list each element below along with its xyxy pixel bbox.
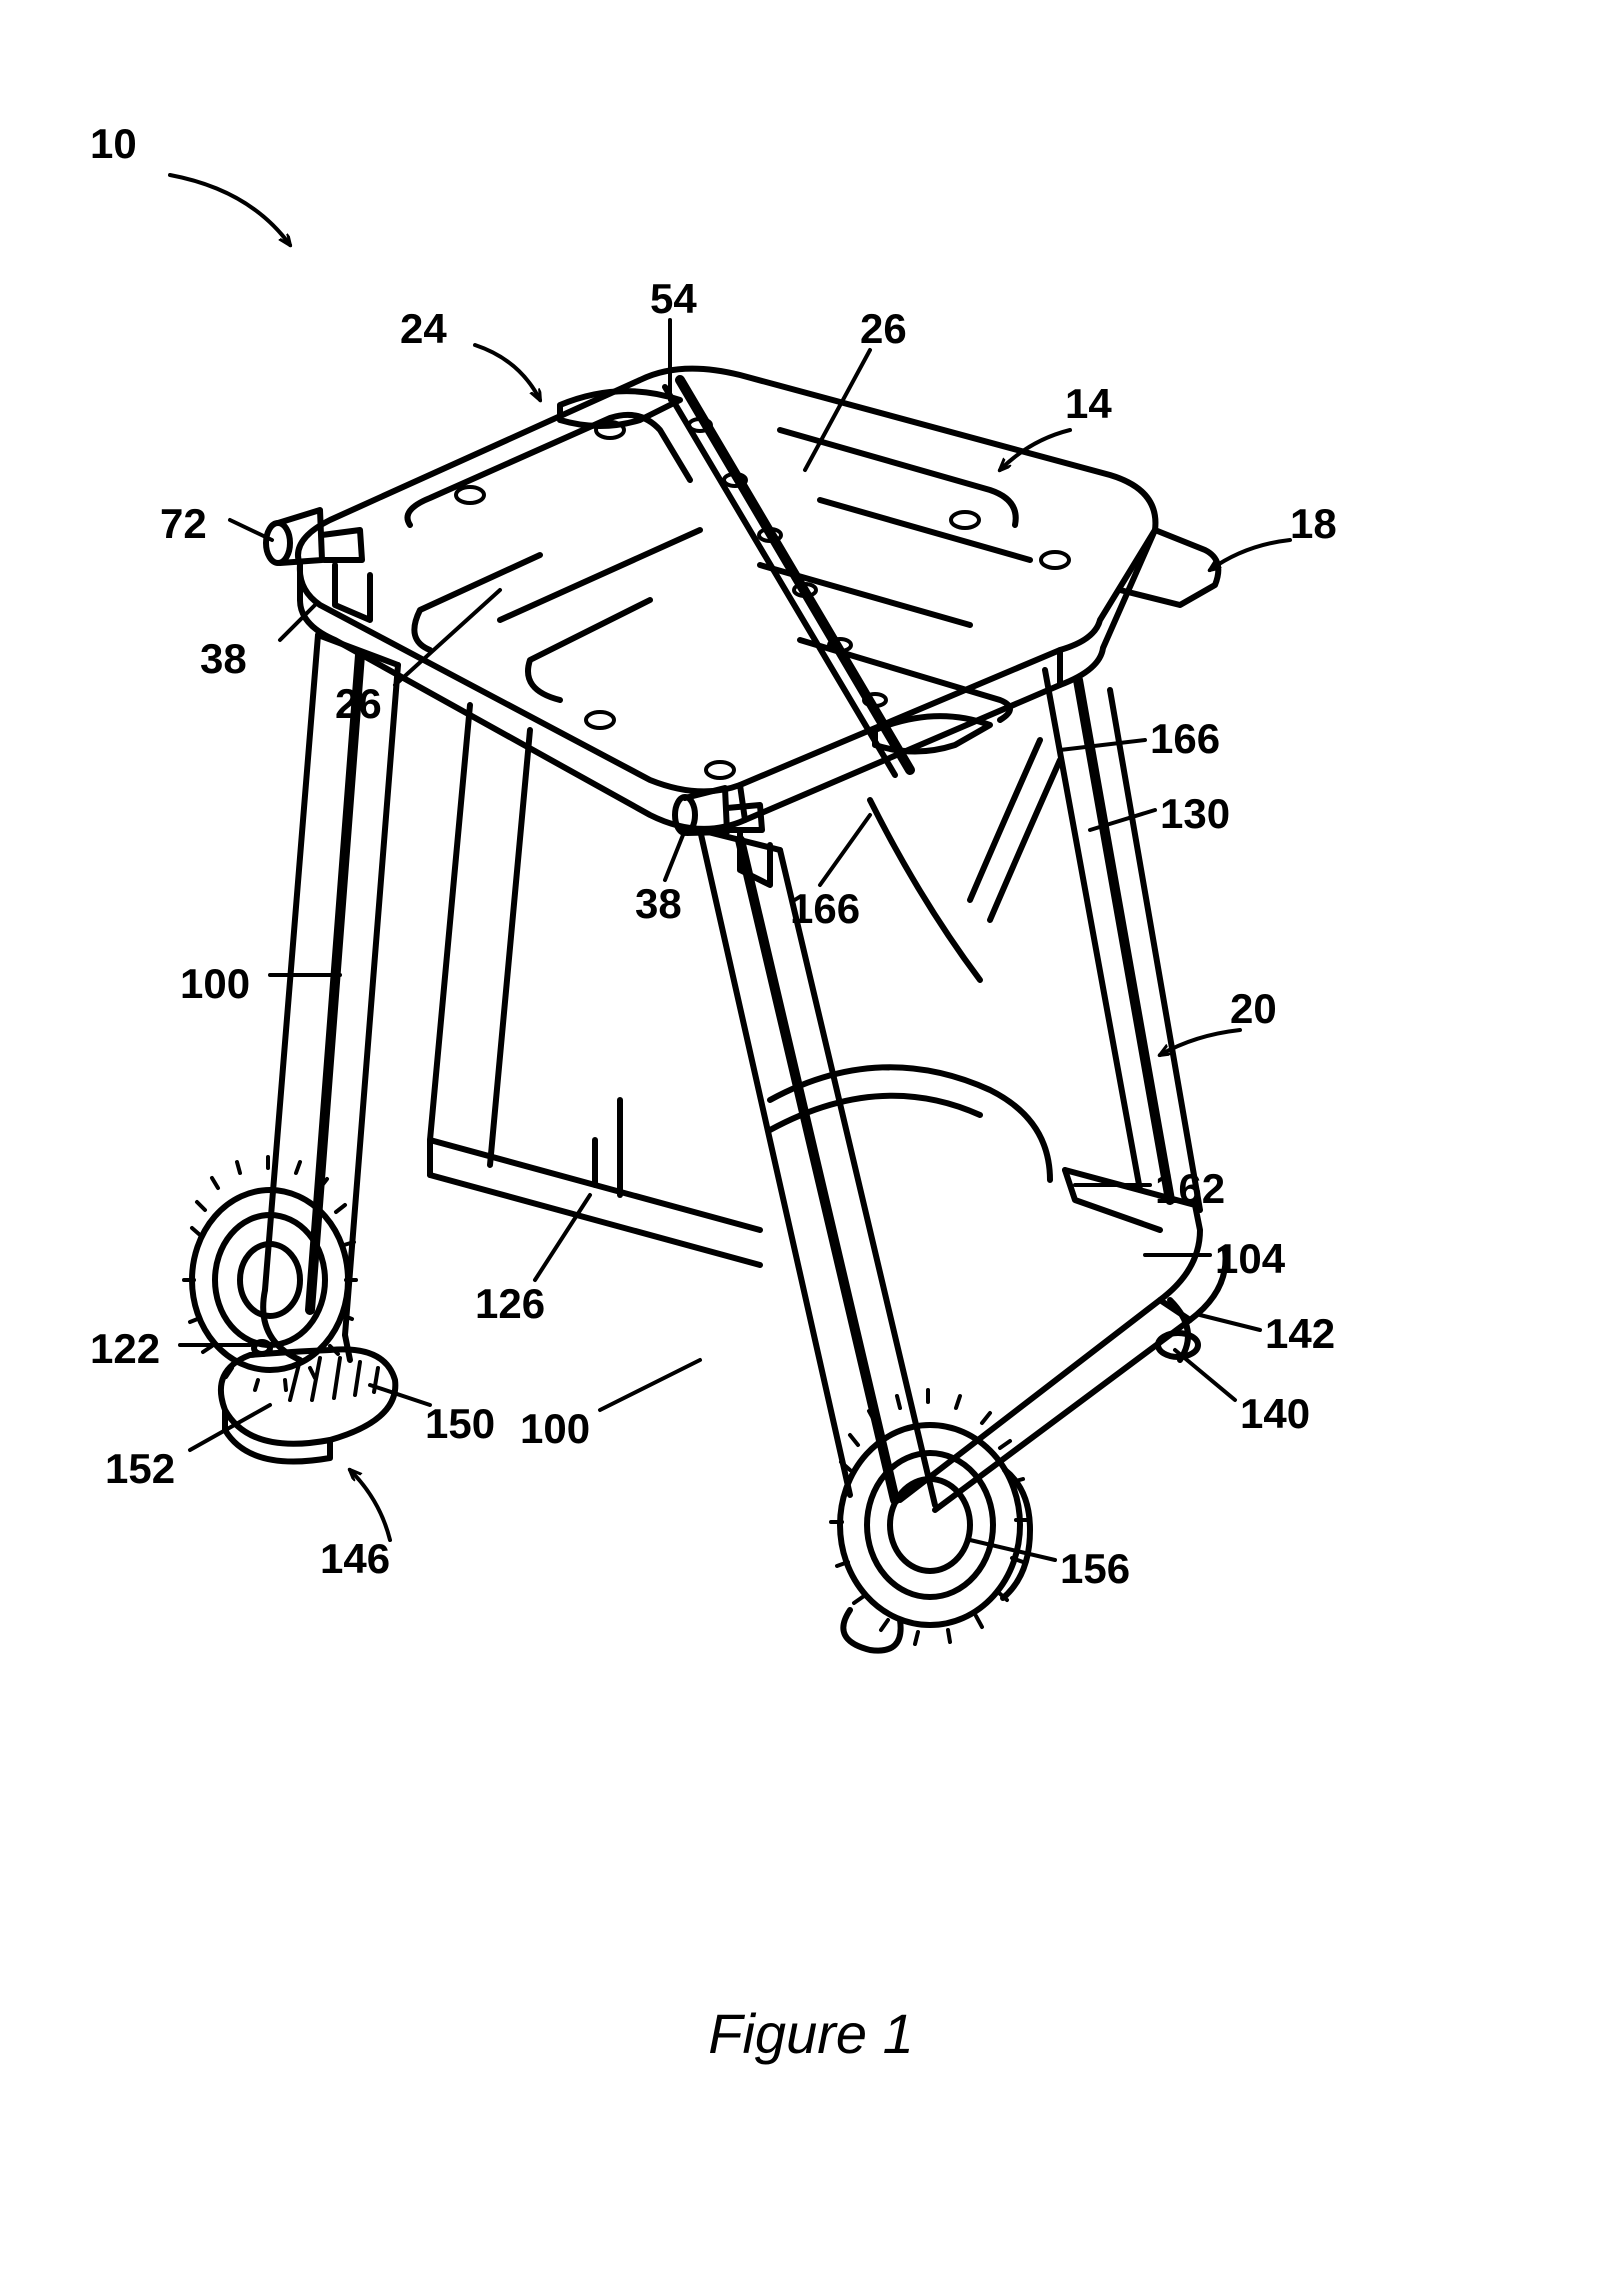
ref-166b: 166	[790, 885, 860, 933]
ref-54: 54	[650, 275, 697, 323]
ref-152: 152	[105, 1445, 175, 1493]
ref-156: 156	[1060, 1545, 1130, 1593]
ref-26b: 26	[335, 680, 382, 728]
ref-18: 18	[1290, 500, 1337, 548]
ref-38b: 38	[635, 880, 682, 928]
ref-14: 14	[1065, 380, 1112, 428]
patent-figure-page: 10 24 54 26 14 72 18 38 26 166 130 38 16…	[0, 0, 1622, 2286]
ref-166a: 166	[1150, 715, 1220, 763]
ref-20: 20	[1230, 985, 1277, 1033]
ref-10: 10	[90, 120, 137, 168]
figure-drawing	[0, 0, 1622, 2286]
ref-130: 130	[1160, 790, 1230, 838]
ref-104: 104	[1215, 1235, 1285, 1283]
ref-100b: 100	[520, 1405, 590, 1453]
ref-150: 150	[425, 1400, 495, 1448]
figure-caption: Figure 1	[708, 2001, 913, 2066]
ref-26a: 26	[860, 305, 907, 353]
ref-146: 146	[320, 1535, 390, 1583]
ref-122: 122	[90, 1325, 160, 1373]
ref-162: 162	[1155, 1165, 1225, 1213]
ref-142: 142	[1265, 1310, 1335, 1358]
arrow-leaders	[170, 175, 1290, 1540]
ref-140: 140	[1240, 1390, 1310, 1438]
ref-126: 126	[475, 1280, 545, 1328]
ref-100a: 100	[180, 960, 250, 1008]
ref-38a: 38	[200, 635, 247, 683]
ref-24: 24	[400, 305, 447, 353]
ref-72: 72	[160, 500, 207, 548]
